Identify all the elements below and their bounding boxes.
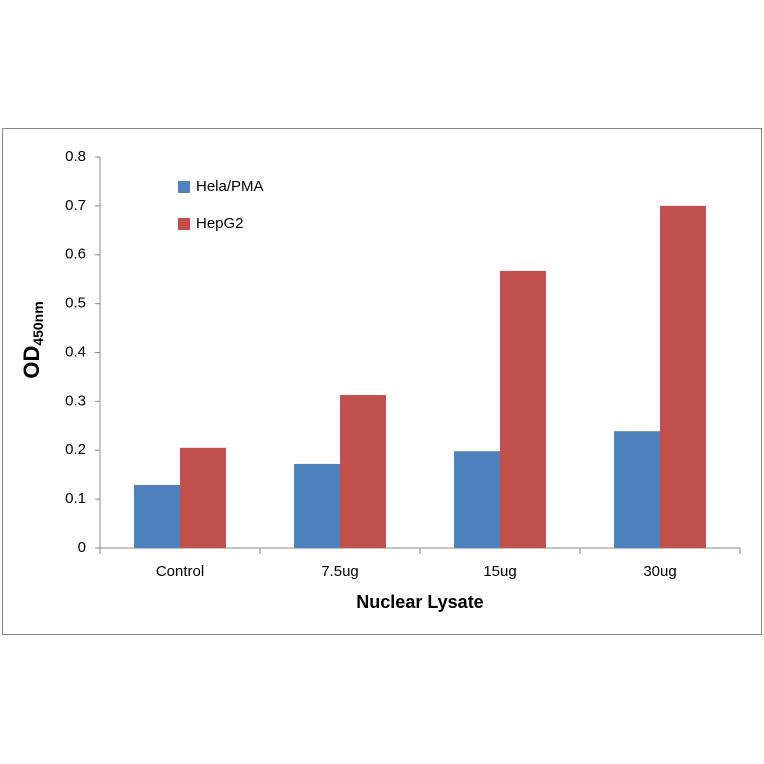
bar (180, 447, 226, 548)
y-tick-label: 0 (78, 539, 86, 556)
chart-frame (2, 128, 762, 635)
y-tick-label: 0.7 (65, 197, 86, 214)
x-tick-label: 30ug (643, 563, 676, 580)
bar (340, 395, 386, 548)
y-tick-label: 0.2 (65, 441, 86, 458)
x-tick-label: 7.5ug (321, 563, 359, 580)
x-tick-label: Control (156, 563, 204, 580)
legend-swatch (178, 218, 190, 230)
y-tick-label: 0.3 (65, 392, 86, 409)
y-axis-title: OD450nm (19, 301, 46, 378)
y-axis-title-main: OD (19, 346, 44, 379)
y-axis-title-sub: 450nm (30, 301, 46, 345)
y-tick-label: 0.6 (65, 246, 86, 263)
x-tick-label: 15ug (483, 563, 516, 580)
bar (294, 463, 340, 548)
y-tick-label: 0.8 (65, 148, 86, 165)
bar (660, 205, 706, 548)
y-tick-label: 0.5 (65, 295, 86, 312)
bar (454, 451, 500, 548)
legend-label: Hela/PMA (196, 178, 264, 195)
y-tick-label: 0.4 (65, 343, 86, 360)
y-tick-label: 0.1 (65, 490, 86, 507)
x-axis-title: Nuclear Lysate (356, 592, 483, 612)
legend-label: HepG2 (196, 215, 244, 232)
bar (614, 431, 660, 548)
legend-swatch (178, 181, 190, 193)
bar (134, 484, 180, 548)
bar (500, 270, 546, 548)
